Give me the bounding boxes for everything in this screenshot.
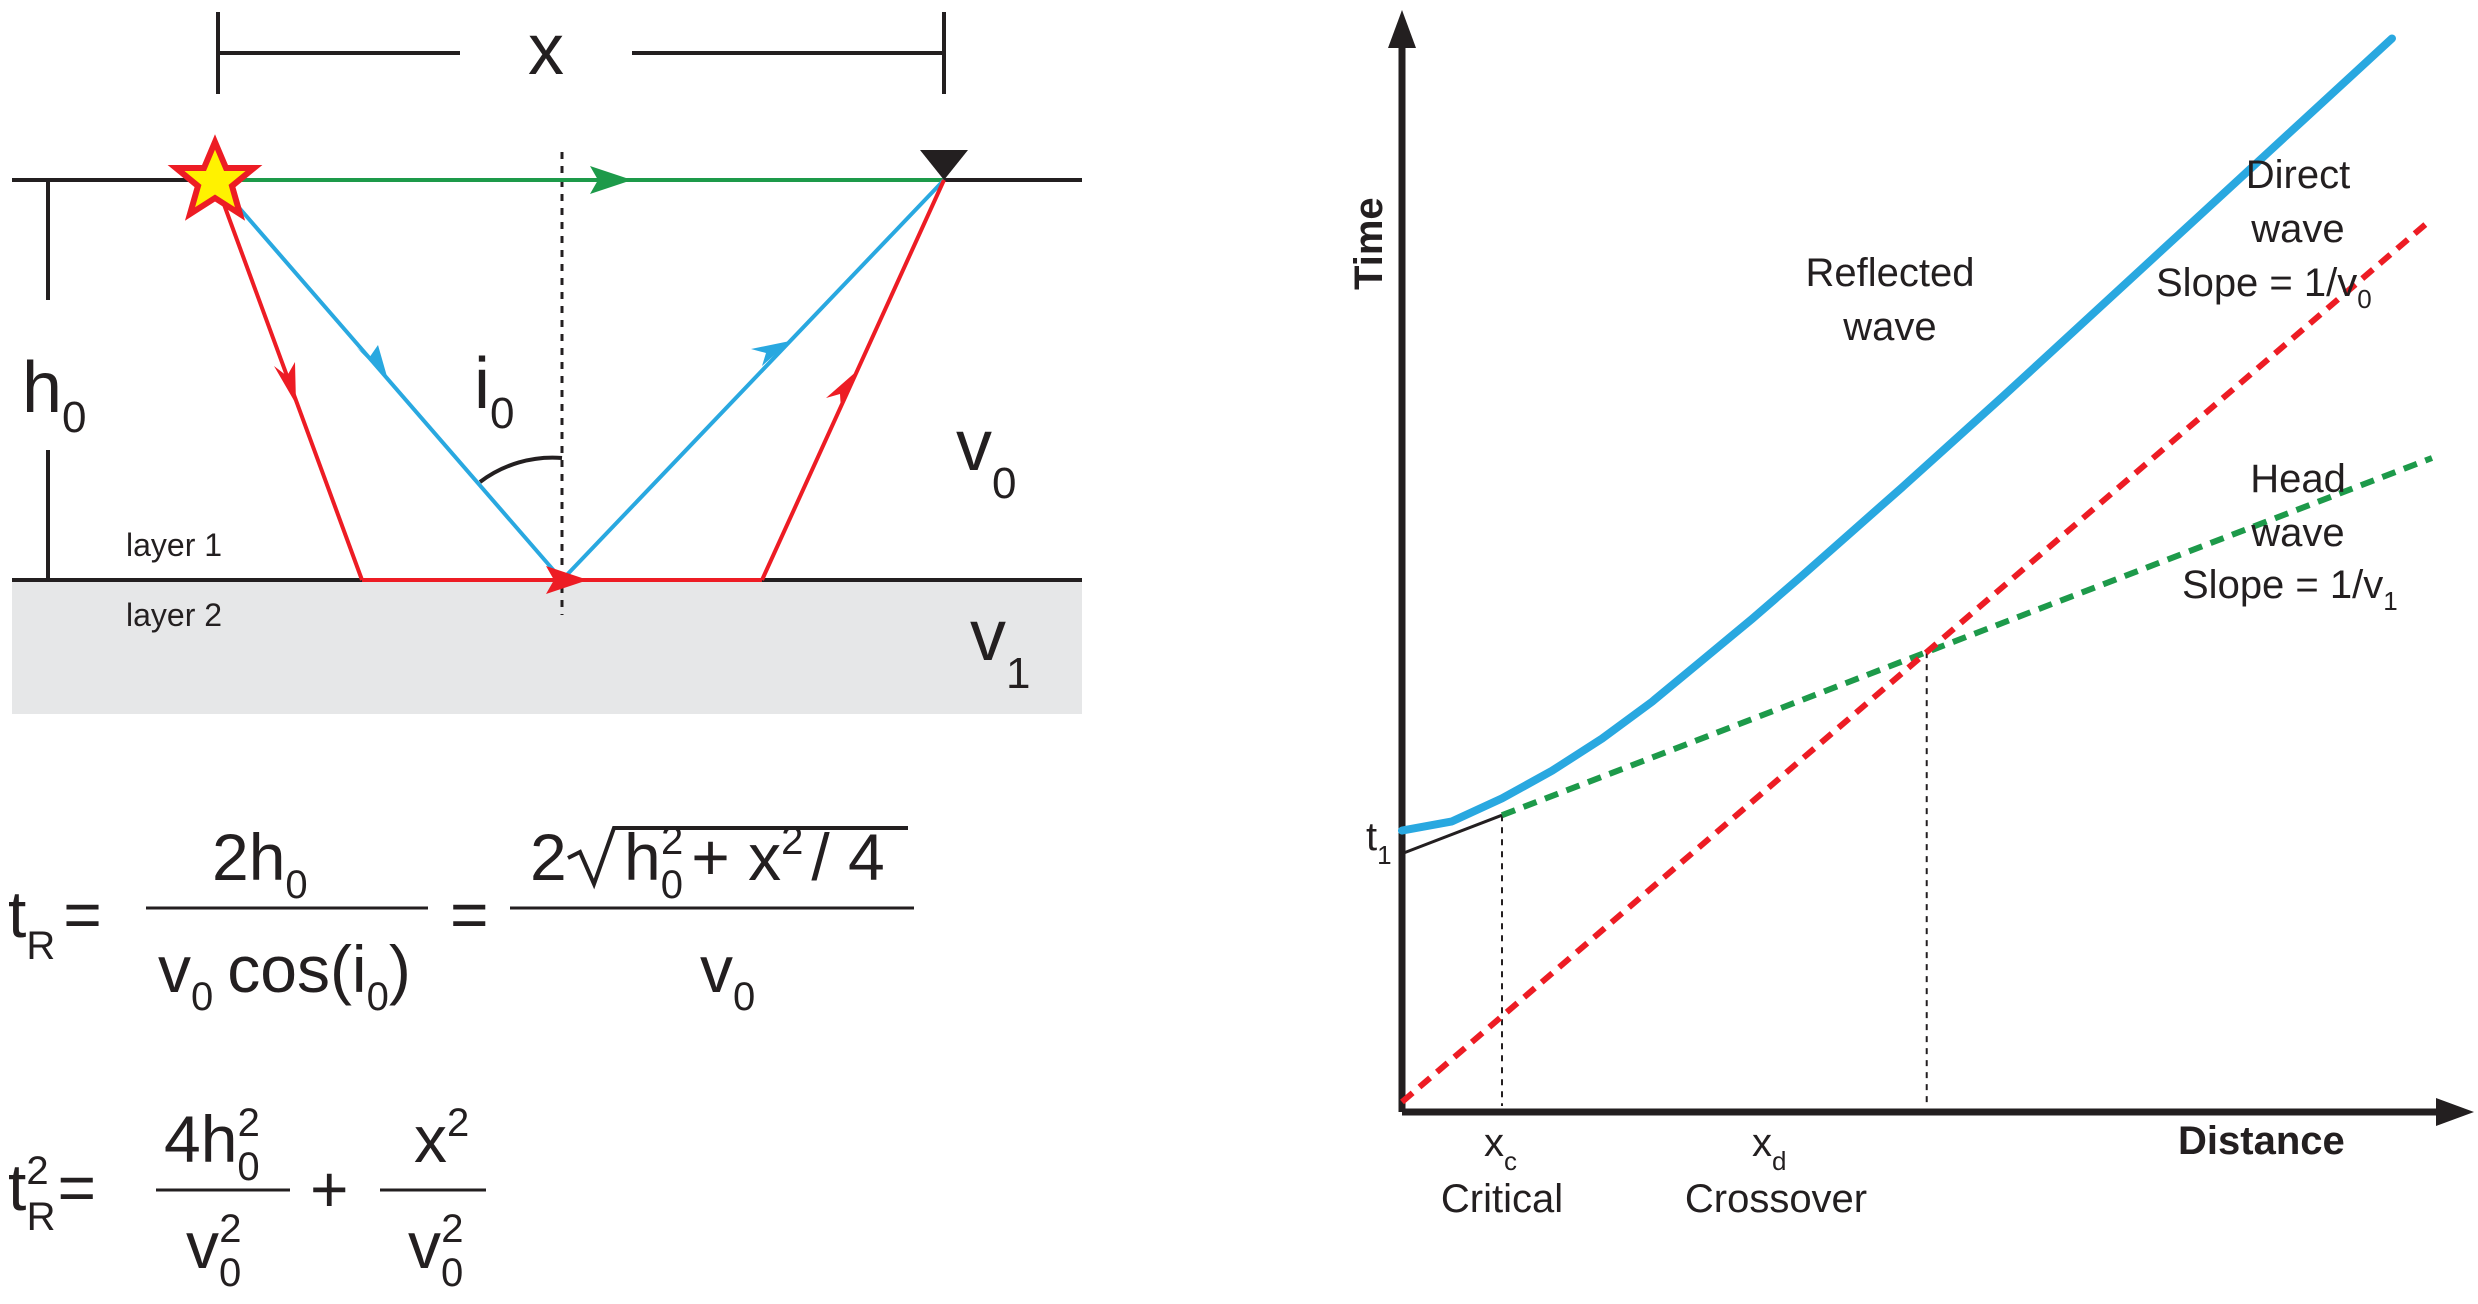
source-star-icon bbox=[167, 134, 263, 221]
crossover-word: Crossover bbox=[1685, 1177, 1867, 1221]
layer1-label: layer 1 bbox=[126, 527, 222, 563]
reflected-ray-up-arrow bbox=[751, 341, 790, 366]
head-ray-interface-arrow bbox=[546, 566, 588, 594]
layer2-label: layer 2 bbox=[126, 597, 222, 633]
incidence-angle-arc bbox=[478, 455, 563, 484]
time-axis-arrow-icon bbox=[1388, 10, 1416, 48]
eq2-frac1-denominator: v02 bbox=[186, 1207, 242, 1295]
intercept-label: t1 bbox=[1366, 815, 1392, 870]
eq1-frac1-numerator: 2h0 bbox=[212, 820, 308, 907]
layer2-region bbox=[12, 580, 1082, 714]
eq2-frac1-numerator: 4h02 bbox=[164, 1101, 260, 1189]
equation-2: t2 R= 4h02 v02 + x2 v02 bbox=[8, 1101, 486, 1295]
head-wave-slope: Slope = 1/v1 bbox=[2182, 563, 2398, 616]
eq1-frac2-numerator: 2 bbox=[530, 820, 567, 894]
eq1-frac1-denominator: v0 cos(i0) bbox=[158, 932, 411, 1019]
direct-wave-line bbox=[1400, 216, 2434, 1105]
head-wave-line bbox=[1500, 455, 2434, 818]
y-axis-label: Time bbox=[1347, 197, 1391, 290]
direct-wave-slope: Slope = 1/v0 bbox=[2156, 261, 2372, 314]
direct-wave-label-line2: wave bbox=[2250, 207, 2344, 251]
eq2-frac2-numerator: x2 bbox=[414, 1101, 469, 1176]
eq1-lhs: tR = bbox=[8, 877, 102, 968]
reflected-wave-curve bbox=[1398, 34, 2396, 835]
eq1-frac2-radicand: h02 + x2/ 4 bbox=[624, 819, 885, 907]
eq1-frac2-denominator: v0 bbox=[700, 932, 755, 1019]
velocity-bottom-label: v1 bbox=[970, 596, 1030, 698]
receiver-triangle-icon bbox=[920, 150, 968, 180]
offset-label: x bbox=[528, 10, 564, 90]
equation-1: tR = 2h0 v0 cos(i0) = 2 h02 + x2/ 4 v0 bbox=[8, 819, 914, 1019]
sqrt-icon bbox=[567, 826, 908, 890]
critical-distance-label: xc bbox=[1484, 1121, 1517, 1176]
head-ray-up-arrow bbox=[826, 370, 858, 410]
head-ray-down-arrow bbox=[274, 362, 296, 404]
intercept-line bbox=[1401, 813, 1503, 856]
head-wave-label-line1: Head bbox=[2250, 457, 2346, 501]
travel-time-chart: Time Distance t1 xc Critical xd Crossove… bbox=[1347, 10, 2474, 1221]
chart-marks bbox=[1398, 34, 2434, 1106]
crossover-distance-label: xd bbox=[1752, 1121, 1786, 1176]
distance-axis-arrow-icon bbox=[2436, 1098, 2474, 1126]
direct-ray-arrow bbox=[590, 166, 632, 194]
reflected-wave-label-line2: wave bbox=[1842, 305, 1936, 349]
ray-diagram: x h0 i0 layer 1 layer 2 v0 v1 bbox=[12, 10, 1082, 714]
reflected-ray-down bbox=[213, 178, 564, 582]
x-axis-label: Distance bbox=[2178, 1119, 2345, 1163]
velocity-top-label: v0 bbox=[956, 406, 1016, 508]
reflected-wave-label-line1: Reflected bbox=[1806, 251, 1975, 295]
critical-word: Critical bbox=[1441, 1177, 1563, 1221]
direct-wave-label-line1: Direct bbox=[2246, 153, 2350, 197]
angle-label: i0 bbox=[474, 344, 514, 438]
reflected-ray-down-arrow bbox=[357, 345, 388, 380]
eq2-plus: + bbox=[310, 1152, 349, 1226]
head-wave-label-line2: wave bbox=[2250, 511, 2344, 555]
eq2-lhs: t2 R= bbox=[8, 1149, 96, 1239]
eq1-equals-2: = bbox=[450, 877, 489, 951]
thickness-label: h0 bbox=[22, 348, 87, 442]
reflected-ray-up bbox=[560, 178, 946, 582]
eq2-frac2-denominator: v02 bbox=[408, 1207, 464, 1295]
